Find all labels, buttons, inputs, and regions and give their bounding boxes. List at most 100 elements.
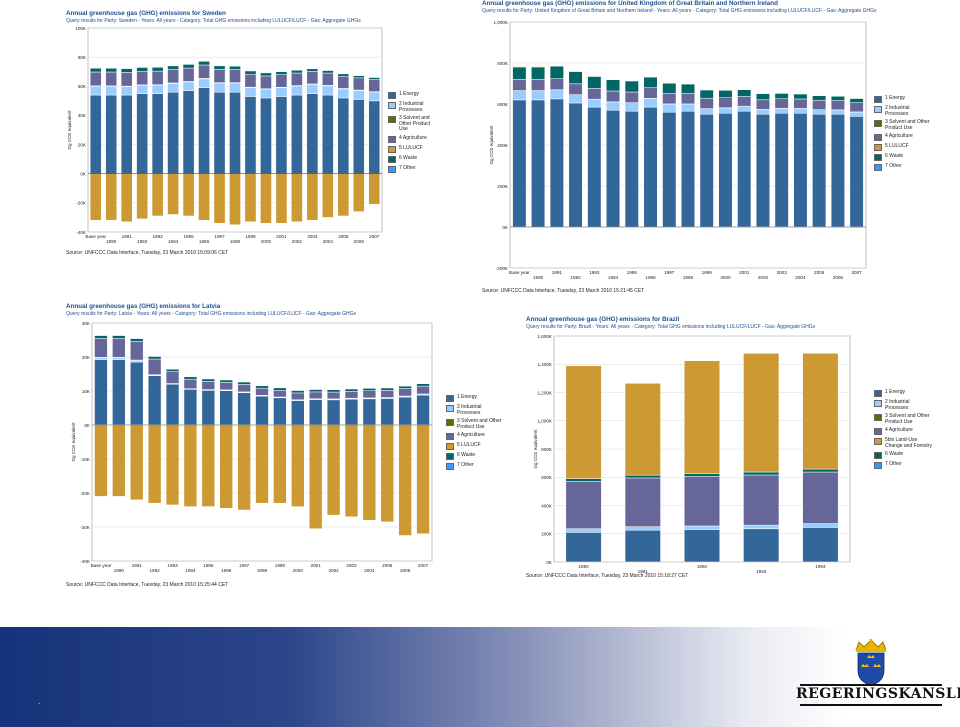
bar-segment bbox=[643, 76, 658, 88]
bar-segment bbox=[624, 80, 639, 93]
legend-swatch bbox=[446, 405, 454, 412]
legend-swatch bbox=[446, 453, 454, 460]
bar-segment bbox=[830, 114, 845, 228]
x-tick-label: 1992 bbox=[570, 275, 581, 280]
chart-subtitle: Query results for Party: Brazil - Years:… bbox=[526, 324, 816, 330]
y-tick-label: 200K bbox=[541, 532, 553, 537]
x-tick-label: 1993 bbox=[153, 234, 164, 239]
bar-segment bbox=[112, 338, 126, 358]
bar-segment bbox=[755, 109, 770, 115]
bar-segment bbox=[683, 473, 721, 477]
bar-segment bbox=[165, 424, 180, 506]
legend-swatch bbox=[874, 164, 882, 171]
y-tick-label: 10K bbox=[82, 389, 91, 394]
bar-segment bbox=[201, 381, 216, 390]
y-tick-label: 1,200K bbox=[537, 390, 552, 395]
x-tick-label: 1990 bbox=[114, 568, 125, 573]
chart-svg: -40K -20K 0K 20K 40K 60K 80K 100K Gg CO2 equival… bbox=[67, 26, 383, 244]
legend-item: 6 Waste bbox=[874, 451, 932, 459]
bar-segment bbox=[624, 91, 639, 103]
bar-segment bbox=[136, 71, 148, 86]
bar-segment bbox=[662, 92, 677, 105]
bar-segment bbox=[606, 109, 621, 228]
bar-segment bbox=[219, 390, 233, 426]
legend-swatch bbox=[388, 92, 396, 99]
chart-svg: 0K 200K 400K 600K 800K 1,000K 1,200K 1,400K 1,60… bbox=[533, 334, 851, 574]
legend-item: 7 Other bbox=[874, 163, 930, 171]
chart-source: Source: UNFCCC Data Interface, Tuesday, … bbox=[66, 250, 229, 256]
bar-segment bbox=[275, 87, 288, 97]
legend-label: 1 Energy bbox=[885, 389, 906, 395]
bar-segment bbox=[260, 72, 272, 77]
x-tick-label: Base year bbox=[85, 234, 106, 239]
bar-segment bbox=[568, 94, 583, 104]
bar-segment bbox=[213, 91, 226, 174]
bar-segment bbox=[337, 173, 350, 217]
bar-segment bbox=[337, 97, 350, 174]
x-tick-label: 1995 bbox=[627, 270, 638, 275]
bar-segment bbox=[198, 64, 210, 79]
legend-label: 5bis Land-Use Change and Forestry bbox=[885, 437, 932, 449]
bar-segment bbox=[120, 173, 133, 223]
x-tick-label: 1996 bbox=[645, 275, 656, 280]
bar-segment bbox=[812, 95, 827, 101]
bar-segment bbox=[743, 353, 780, 473]
bar-segment bbox=[105, 173, 118, 221]
bar-segment bbox=[219, 424, 233, 509]
y-axis-label: Gg CO2 equivalent bbox=[489, 125, 494, 165]
bar-segment bbox=[565, 478, 602, 482]
x-tick-label: 1991 bbox=[638, 569, 649, 574]
y-tick-label: 600K bbox=[497, 102, 509, 107]
bar-segment bbox=[306, 71, 319, 85]
bar-segment bbox=[94, 338, 108, 358]
legend-item: 1 Energy bbox=[874, 389, 932, 397]
bar-segment bbox=[549, 65, 564, 67]
y-tick-label: 60K bbox=[78, 84, 87, 89]
x-tick-label: 1992 bbox=[150, 568, 161, 573]
legend-swatch bbox=[874, 134, 882, 141]
x-tick-label: 1996 bbox=[199, 239, 210, 244]
y-tick-label: 30K bbox=[82, 321, 91, 326]
bar-segment bbox=[147, 356, 162, 360]
bar-segment bbox=[136, 85, 148, 94]
bar-segment bbox=[229, 69, 241, 83]
bar-segment bbox=[167, 65, 179, 70]
bar-segment bbox=[643, 87, 658, 99]
legend-swatch bbox=[388, 145, 396, 153]
bar-segment bbox=[743, 474, 780, 526]
bar-segment bbox=[182, 173, 195, 217]
bar-segment bbox=[830, 96, 845, 101]
x-tick-label: 1998 bbox=[230, 239, 241, 244]
bar-segment bbox=[136, 173, 148, 220]
x-tick-label: 1991 bbox=[122, 234, 133, 239]
bar-segment bbox=[416, 424, 430, 535]
y-tick-label: 0K bbox=[546, 560, 553, 565]
legend-label: 3 Solvent and Other Product Use bbox=[457, 418, 502, 430]
y-tick-label: 800K bbox=[497, 61, 509, 66]
bar-segment bbox=[344, 424, 359, 518]
bar-segment bbox=[812, 99, 827, 110]
bar-segment bbox=[624, 110, 639, 228]
bar-segment bbox=[737, 96, 752, 107]
bar-segment bbox=[291, 173, 303, 223]
bar-segment bbox=[112, 359, 126, 426]
x-tick-label: 1991 bbox=[132, 563, 143, 568]
bar-segment bbox=[774, 108, 789, 114]
legend-label: 7 Other bbox=[885, 461, 902, 467]
bar-segment bbox=[398, 396, 412, 426]
logo-rule-bottom bbox=[800, 704, 942, 706]
y-tick-label: 0K bbox=[84, 423, 91, 428]
bar-segment bbox=[737, 106, 752, 112]
legend-swatch bbox=[874, 452, 882, 459]
bar-segment bbox=[587, 99, 602, 108]
y-tick-label: -10K bbox=[80, 457, 91, 462]
bar-segment bbox=[291, 424, 305, 507]
legend-item: 6 Waste bbox=[388, 155, 440, 163]
bar-segment bbox=[568, 102, 583, 228]
bar-segment bbox=[755, 114, 770, 228]
legend-item: 5 LULUCF bbox=[388, 145, 440, 153]
chart-subtitle: Query results for Party: United Kingdom … bbox=[482, 8, 877, 14]
bar-segment bbox=[568, 71, 583, 85]
bar-segment bbox=[291, 400, 305, 426]
y-axis-label: Gg CO2 equivalent bbox=[533, 429, 538, 469]
